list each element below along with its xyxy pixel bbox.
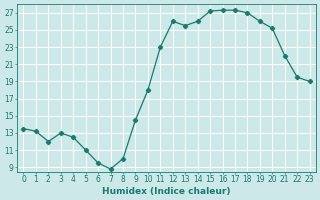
X-axis label: Humidex (Indice chaleur): Humidex (Indice chaleur) (102, 187, 231, 196)
